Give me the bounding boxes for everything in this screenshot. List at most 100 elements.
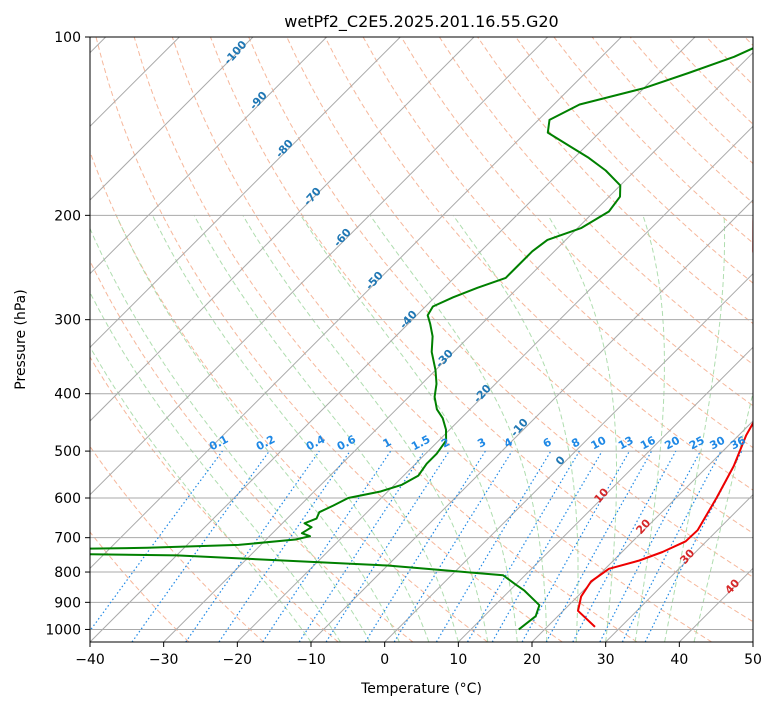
isotherm-line bbox=[310, 199, 753, 642]
dry-adiabat-label: 0 bbox=[553, 453, 568, 468]
isotherm-line bbox=[163, 51, 753, 642]
dry-adiabat-label: -70 bbox=[301, 185, 324, 209]
axes: −40 −30 −20 −10 0 10 20 30 40 5010020030040050060… bbox=[45, 30, 762, 668]
dry-adiabat-label: -50 bbox=[363, 269, 386, 293]
mixing-ratio-label: 36 bbox=[728, 434, 748, 453]
y-tick-label: 100 bbox=[54, 30, 81, 46]
dry-adiabat-label: -80 bbox=[273, 137, 296, 161]
x-tick-label: −40 bbox=[75, 652, 105, 668]
moist-adiabat-line bbox=[90, 291, 341, 642]
isotherm-line bbox=[90, 37, 254, 201]
isotherm-line bbox=[90, 37, 401, 349]
dry-adiabat-line bbox=[515, 37, 753, 284]
x-tick-label: −10 bbox=[296, 652, 326, 668]
mixing-ratio-label: 0.4 bbox=[304, 433, 328, 454]
mixing-ratio-label: 0.1 bbox=[207, 433, 230, 454]
mixing-ratio-line bbox=[466, 450, 580, 642]
dry-adiabat-label: -20 bbox=[471, 382, 494, 406]
mixing-ratio-line bbox=[545, 450, 653, 642]
mixing-ratio-label: 3 bbox=[475, 435, 488, 450]
x-tick-label: −20 bbox=[223, 652, 253, 668]
isotherm-line bbox=[605, 493, 753, 642]
isotherm-line bbox=[236, 125, 753, 642]
isotherm-line bbox=[752, 641, 753, 642]
mixing-ratio-label: 20 bbox=[662, 434, 682, 453]
dry-adiabat-line bbox=[95, 37, 563, 642]
x-tick-label: 0 bbox=[380, 652, 389, 668]
dry-adiabat-line bbox=[362, 37, 753, 449]
y-axis-title: Pressure (hPa) bbox=[13, 289, 29, 389]
mixing-ratio-line bbox=[90, 450, 223, 632]
isotherm-line bbox=[90, 37, 696, 642]
y-tick-label: 900 bbox=[54, 595, 81, 611]
mixing-ratio-line bbox=[599, 450, 702, 642]
dry-adiabat-label: -10 bbox=[508, 416, 531, 440]
dry-adiabat-label: -100 bbox=[221, 38, 249, 67]
background-lines bbox=[90, 37, 753, 642]
y-tick-label: 300 bbox=[54, 313, 81, 329]
moist-adiabat-line bbox=[300, 215, 518, 642]
moist-adiabat-line bbox=[90, 345, 312, 642]
mixing-ratio-line bbox=[262, 450, 392, 642]
isotherm-line bbox=[531, 420, 753, 642]
dry-adiabat-label: -90 bbox=[247, 89, 270, 113]
x-tick-label: 40 bbox=[670, 652, 688, 668]
mixing-ratio-line bbox=[325, 450, 450, 642]
mixing-ratio-line bbox=[435, 450, 552, 642]
dry-adiabat-line bbox=[400, 37, 753, 407]
mixing-ratio-line bbox=[572, 450, 677, 642]
y-tick-label: 200 bbox=[54, 208, 81, 224]
mixing-ratio-label: 6 bbox=[541, 435, 554, 450]
dry-adiabat-label: -30 bbox=[433, 347, 456, 371]
profiles bbox=[90, 47, 753, 631]
mixing-ratio-label: 10 bbox=[589, 434, 609, 453]
dry-adiabat-line bbox=[90, 259, 414, 642]
mixing-ratio-line bbox=[131, 450, 270, 642]
dry-adiabat-line bbox=[706, 37, 753, 86]
isotherm-line bbox=[90, 37, 328, 275]
mixing-ratio-line bbox=[218, 450, 351, 642]
mixing-ratio-label: 0.2 bbox=[254, 433, 277, 454]
x-tick-label: −30 bbox=[149, 652, 179, 668]
isotherm-line bbox=[90, 37, 475, 422]
moist-adiabat-label: 30 bbox=[677, 546, 697, 566]
isotherm-line bbox=[90, 37, 622, 570]
x-tick-label: 10 bbox=[449, 652, 467, 668]
y-tick-label: 1000 bbox=[45, 622, 81, 638]
moist-adiabat-line bbox=[193, 215, 459, 642]
dry-adiabat-line bbox=[171, 37, 712, 642]
mixing-ratio-line bbox=[185, 450, 320, 642]
moist-adiabat-line bbox=[634, 215, 665, 642]
dry-adiabat-line bbox=[90, 150, 488, 642]
y-tick-label: 700 bbox=[54, 531, 81, 547]
dry-adiabat-line bbox=[477, 37, 753, 325]
moist-adiabat-line bbox=[547, 215, 617, 642]
x-tick-label: 30 bbox=[597, 652, 615, 668]
chart-title: wetPf2_C2E5.2025.201.16.55.G20 bbox=[284, 12, 558, 32]
isotherm-line bbox=[90, 37, 549, 496]
isotherm-line bbox=[384, 272, 753, 642]
moist-adiabat-line bbox=[152, 215, 430, 642]
mixing-ratio-label: 8 bbox=[569, 435, 582, 450]
x-tick-label: 50 bbox=[744, 652, 762, 668]
x-tick-label: 20 bbox=[523, 652, 541, 668]
mixing-ratio-label: 16 bbox=[638, 434, 658, 453]
dry-adiabat-line bbox=[90, 445, 264, 642]
y-tick-label: 600 bbox=[54, 491, 81, 507]
dry-adiabat-label: -40 bbox=[397, 308, 420, 332]
moist-adiabat-label: 20 bbox=[633, 516, 653, 536]
moist-adiabat-line bbox=[664, 215, 726, 642]
mixing-ratio-label: 13 bbox=[616, 434, 636, 453]
mixing-ratio-line bbox=[521, 450, 631, 642]
isotherm-line bbox=[457, 346, 753, 642]
dry-adiabat-line bbox=[90, 356, 339, 642]
dry-adiabat-line bbox=[438, 37, 753, 366]
mixing-ratio-line bbox=[393, 450, 513, 642]
mixing-ratio-label: 25 bbox=[687, 434, 707, 453]
plot-frame bbox=[89, 36, 754, 643]
dry-adiabat-line bbox=[324, 37, 753, 491]
dry-adiabat-line bbox=[744, 37, 753, 47]
mixing-ratio-label: 30 bbox=[708, 434, 728, 453]
moist-adiabat-line bbox=[693, 390, 753, 642]
dry-adiabat-line bbox=[248, 37, 753, 578]
